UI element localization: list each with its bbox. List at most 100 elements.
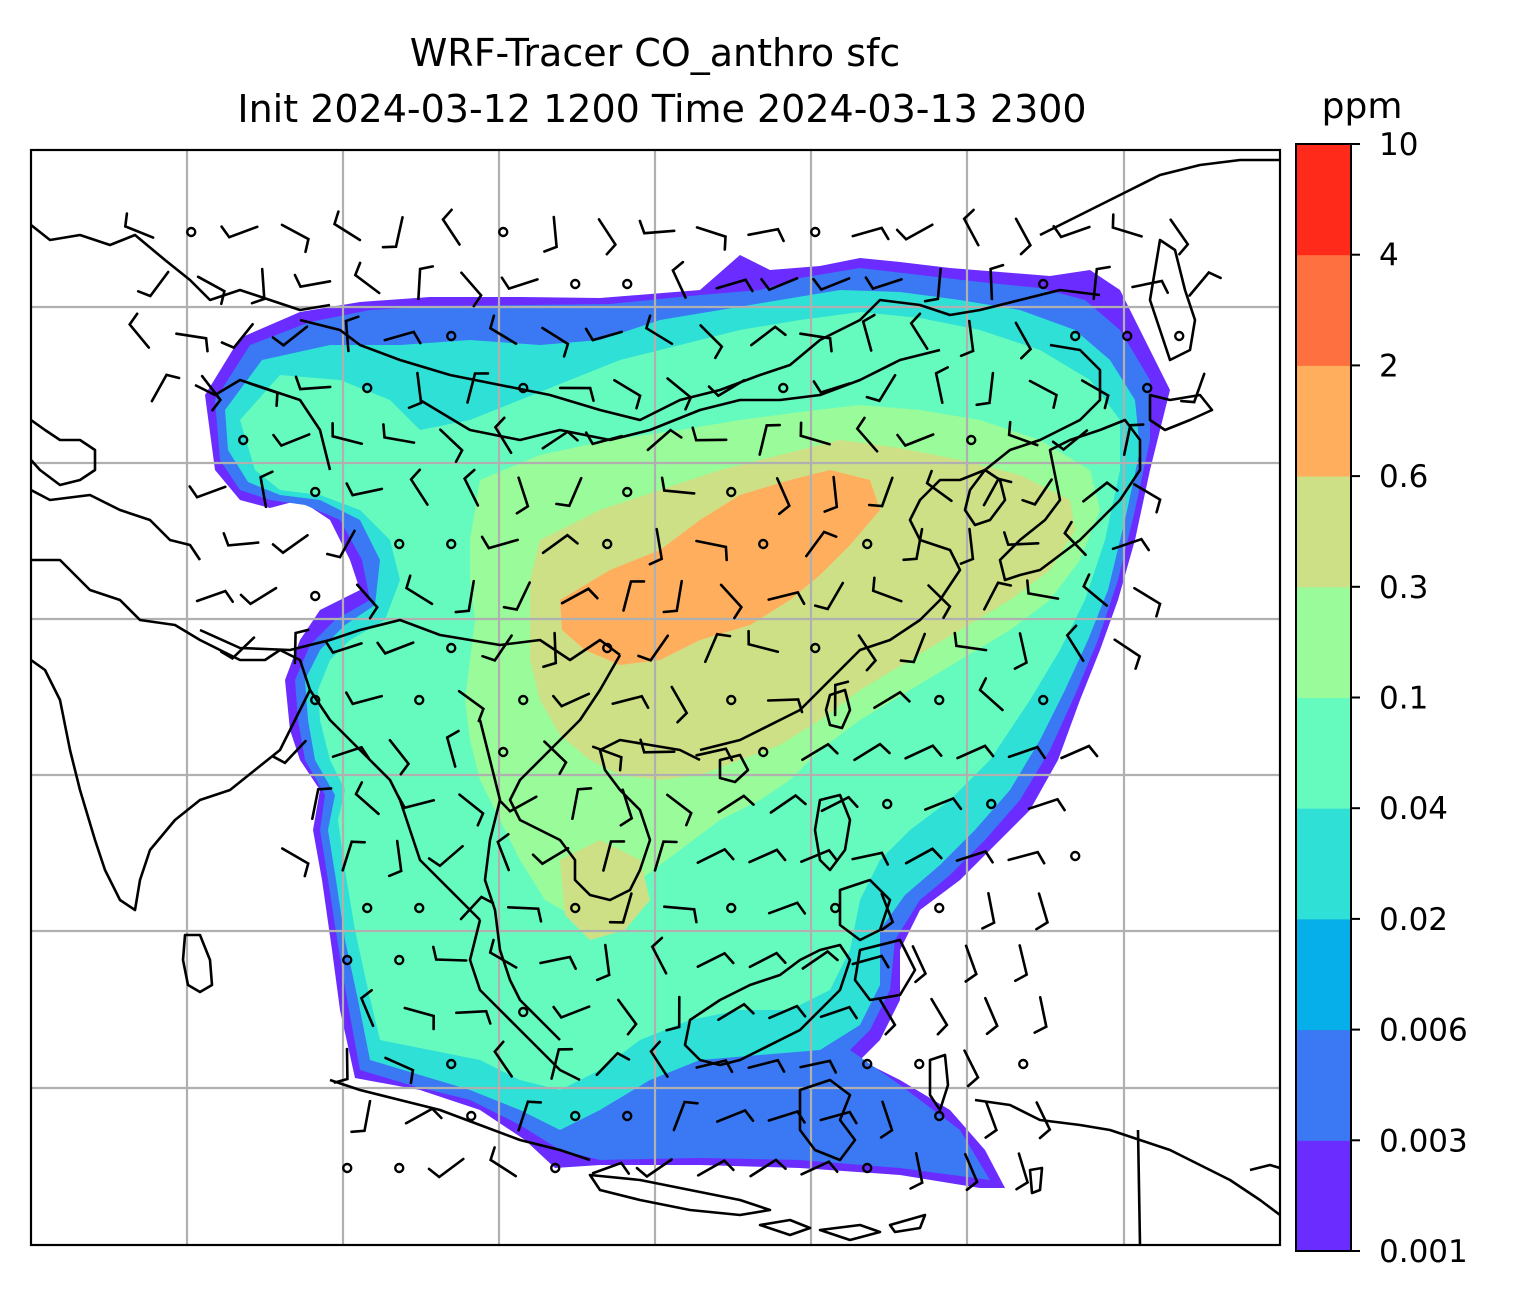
wind-barb [704,632,732,664]
wind-barb [591,745,623,772]
wind-barb [925,469,953,503]
wind-barb [1065,624,1085,662]
colorbar-segment [1296,254,1351,366]
wind-barb-calm [778,382,789,394]
wind-barb [864,276,903,291]
wind-barb [271,325,309,347]
wind-barb-calm [830,902,841,914]
wind-barb [895,223,934,241]
wind-barb [294,375,332,391]
coast-japan-north [1148,393,1214,432]
wind-barb [407,371,423,410]
colorbar-tick-label: 0.003 [1379,1123,1468,1159]
wind-barb [1080,379,1110,410]
wind-barb [595,943,611,982]
colorbar-tick-label: 0.02 [1379,902,1448,938]
wind-barb [1014,944,1029,983]
wind-barb [767,901,807,915]
wind-barb [550,1047,574,1080]
wind-barb [962,208,980,247]
wind-barb [959,527,975,565]
coast-srilanka [181,933,214,994]
wind-barb [851,954,890,969]
wind-barb [517,1100,543,1132]
wind-barb [715,278,754,293]
wind-barb [1133,586,1162,618]
wind-barb [324,640,363,655]
wind-barb [222,532,260,547]
wind-barb [956,744,995,760]
wind-barb-calm [862,1162,873,1174]
wind-barb-calm [934,902,945,914]
wind-barb [857,634,878,672]
coast-java [588,1173,772,1217]
wind-barb [799,1059,838,1074]
wind-barb [930,997,949,1036]
colorbar-segment [1296,918,1351,1031]
wind-barb [541,533,579,555]
wind-barb-calm [726,486,737,498]
wind-barb [812,380,851,395]
wind-barb [747,1058,786,1073]
wind-barb [259,470,274,509]
wind-barb [672,1100,699,1132]
wind-barb [691,426,728,442]
wind-barb [280,223,310,254]
wind-barb [462,468,480,507]
wind-barb [293,273,332,289]
wind-barb [552,1005,591,1019]
wind-barb [383,330,422,345]
wind-barb [648,527,664,566]
wind-barb-calm [446,642,457,654]
wind-barb-calm [622,486,633,498]
wind-barb [381,216,404,249]
wind-barb [611,694,650,709]
wind-barb [660,476,696,495]
coast-sakhalin [1148,238,1197,362]
colorbar-segment [1296,808,1351,920]
map-frame [29,148,1282,1247]
wind-barb [445,729,460,768]
wind-barb [1169,218,1190,256]
wind-barb [558,386,595,402]
wind-barb [650,936,668,975]
wind-barb [1035,892,1050,931]
wind-barb [800,848,839,863]
wind-barb [608,892,633,924]
wind-barb [150,373,181,403]
wind-barb [695,747,734,762]
wind-barb [499,795,538,813]
wind-barb-calm [310,486,321,498]
wind-barb [927,584,952,620]
coast-hainan [718,753,750,784]
wind-barb [662,579,683,614]
wind-barb-calm [498,746,509,758]
wind-barb [123,212,155,239]
figure-title-line1: WRF-Tracer CO_anthro sfc [410,31,901,75]
wind-barb [331,422,364,445]
wind-barb-calm [726,694,737,706]
wind-barb-calm [986,798,997,810]
wind-barb-calm [1038,694,1049,706]
wind-barb [220,225,259,239]
wind-barb [531,847,570,866]
wind-barb [382,423,416,444]
wind-barb [493,1040,513,1078]
wind-barb-calm [966,434,977,446]
wind-barb [975,371,995,407]
wind-barb [272,433,311,448]
wind-barb [488,938,518,969]
wind-barb [539,955,577,970]
wind-barb [750,325,787,347]
colorbar-segments [1296,144,1351,1252]
wind-barb [541,430,579,450]
wind-barb [646,428,683,452]
wind-barb-calm [758,746,769,758]
wind-barb [239,586,278,606]
wind-barb [1026,579,1060,600]
wind-barb [670,685,689,724]
wind-barb [963,1049,980,1088]
border-mongolia-china [419,348,941,442]
wind-barb [853,742,891,762]
wind-barb [695,539,728,562]
